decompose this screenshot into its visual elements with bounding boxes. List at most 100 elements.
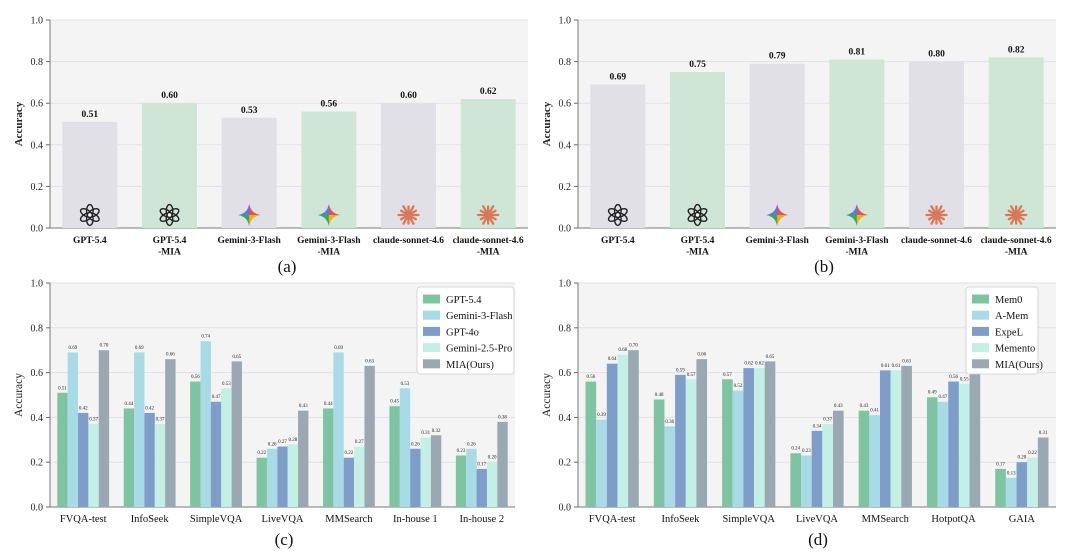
bar [749,63,805,229]
panel-caption: (a) [278,257,297,276]
x-tick-label: GPT-5.4 [73,236,107,246]
x-tick-label: FVQA-test [589,514,636,525]
y-tick-label: 0.4 [559,140,572,151]
y-tick-label: 0.2 [31,458,44,469]
y-tick-label: 0.4 [559,413,572,424]
data-label: 0.37 [156,418,165,423]
data-label: 0.65 [766,355,775,360]
legend-swatch [972,343,989,353]
x-tick-label: GPT-5.4 -MIA [153,236,187,258]
chart-panel-c: 0.0 0.2 0.4 0.6 0.8 1.0 Accuracy (c) 0.51 0.69 0.4… [13,279,515,549]
bar [822,424,833,507]
bar [948,381,959,507]
bar [67,352,79,507]
data-label: 0.79 [769,52,786,62]
plot-background [578,20,1056,228]
claude-logo-icon [925,205,948,225]
bar [430,435,442,507]
bar [829,59,885,228]
data-label: 0.20 [1017,456,1026,461]
claude-logo-icon [1005,205,1028,225]
bar [298,410,309,507]
data-label: 0.43 [834,404,843,409]
data-label: 0.44 [324,402,333,407]
data-label: 0.47 [212,395,221,400]
data-label: 0.13 [1007,471,1016,476]
legend-entry: Gemini-2.5-Pro [446,344,512,355]
data-label: 0.17 [996,462,1005,467]
bar [585,381,597,507]
data-label: 0.39 [597,413,606,418]
data-label: 0.23 [457,449,466,454]
bar [995,468,1006,507]
data-label: 0.48 [655,393,664,398]
y-tick-label: 0.6 [559,99,572,110]
y-axis-label: Accuracy [13,373,25,417]
y-tick-label: 0.4 [31,140,44,151]
chart-panel-d: 0.0 0.2 0.4 0.6 0.8 1.0 Accuracy (d) 0.56 0.39 0.6… [541,279,1056,549]
data-label: 0.38 [498,415,507,420]
data-label: 0.64 [608,357,617,362]
bar [144,412,155,507]
data-label: 0.55 [960,377,969,382]
data-label: 0.60 [400,91,417,101]
bar [811,430,823,507]
data-label: 0.20 [488,456,497,461]
data-label: 0.57 [723,373,732,378]
legend-box [416,286,515,375]
data-label: 0.37 [823,418,832,423]
bar [969,363,981,507]
data-label: 0.51 [82,110,99,120]
bar [98,350,110,507]
data-label: 0.22 [1028,451,1037,456]
data-label: 0.56 [586,375,595,380]
bar [832,410,844,507]
bar [670,72,725,228]
panel-caption: (d) [808,530,828,549]
bar [988,57,1044,228]
data-label: 0.69 [135,346,144,351]
bar [266,448,278,507]
legend-entry: A-Mem [995,311,1028,322]
bar [410,448,421,507]
x-tick-label: In-house 1 [393,514,438,525]
data-label: 0.66 [697,353,706,358]
y-tick-label: 0.2 [31,182,44,193]
data-label: 0.74 [201,335,210,340]
data-label: 0.81 [849,48,866,58]
bar [210,401,222,507]
x-tick-label: claude-sonnet-4.6 [901,236,972,246]
bar [617,354,629,507]
legend-entry: GPT-5.4 [446,295,482,306]
data-label: 0.56 [191,375,200,380]
x-tick-label: SimpleVQA [722,514,775,525]
x-tick-label: HotpotQA [931,514,976,525]
legend-box [965,286,1039,375]
claude-logo-icon [477,205,500,225]
legend-entry: Gemini-3-Flash [446,311,513,322]
data-label: 0.44 [125,402,134,407]
bar [154,424,166,507]
data-label: 0.31 [1039,431,1048,436]
y-tick-label: 0.2 [559,182,572,193]
y-tick-label: 1.0 [31,279,44,290]
x-tick-label: claude-sonnet-4.6 [373,236,444,246]
data-label: 0.82 [1008,45,1025,55]
data-label: 0.34 [813,424,822,429]
x-tick-label: Gemini-3-Flash [217,236,281,246]
chart-panel-a: 0.0 0.2 0.4 0.6 0.8 1.0 Accuracy (a) 0.51 GPT-5.4… [13,16,528,276]
data-label: 0.53 [401,382,410,387]
y-tick-label: 0.6 [559,368,572,379]
y-axis-label: Accuracy [541,373,553,417]
openai-logo-icon [159,203,180,227]
bar [926,397,938,507]
bar [333,352,344,507]
bar [497,421,508,507]
bar [142,103,197,228]
data-label: 0.26 [467,442,476,447]
bar [420,437,431,507]
legend-swatch [423,294,440,304]
legend-swatch [972,310,989,320]
bar [134,352,145,507]
y-axis-label: Accuracy [13,101,25,146]
